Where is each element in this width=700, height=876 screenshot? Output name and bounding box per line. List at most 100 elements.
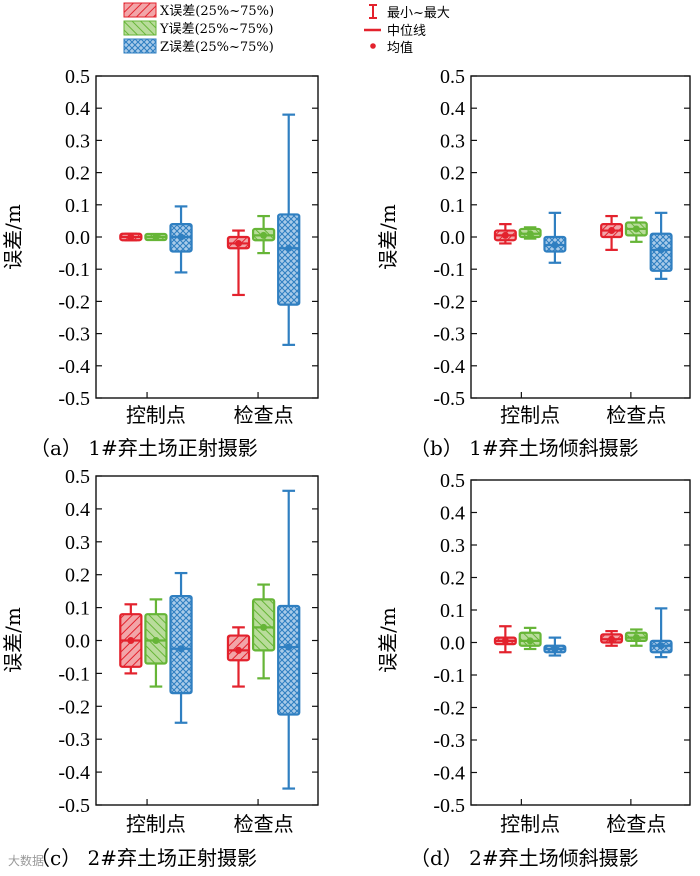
panel-caption: （d） 2#弃土场倾斜摄影 — [410, 846, 639, 870]
mean-point — [177, 645, 185, 653]
legend-y-swatch — [123, 20, 157, 36]
x-category-label: 检查点 — [234, 812, 294, 836]
box-y-check — [624, 216, 648, 243]
panel-c: -0.5 -0.4 -0.3 -0.2 -0.1 0.0 0.1 0.2 0.3 0.4 0.5 误差… — [1, 466, 319, 870]
y-tick-label: -0.2 — [433, 698, 465, 720]
y-tick-label: -0.2 — [58, 696, 90, 718]
y-tick-label: 0.3 — [65, 130, 90, 152]
y-tick-label: 0.4 — [65, 98, 90, 120]
y-tick-label: -0.4 — [433, 356, 465, 378]
x-category-label: 控制点 — [500, 403, 560, 427]
box-y-control — [144, 598, 168, 688]
mean-point — [285, 643, 293, 651]
box-z-check — [649, 607, 673, 659]
panel-b: -0.5 -0.4 -0.3 -0.2 -0.1 0.0 0.1 0.2 0.3 0.4 0.5 误差… — [376, 66, 691, 460]
y-tick-label: 0.5 — [440, 470, 465, 492]
mean-point — [152, 637, 160, 644]
y-tick-label: -0.3 — [58, 729, 90, 751]
box-x-check — [226, 626, 251, 688]
y-tick-label: 0.0 — [65, 227, 90, 249]
panel-caption: （b） 1#弃土场倾斜摄影 — [410, 436, 639, 460]
legend: X误差(25%~75%) Y误差(25%~75%) Z误差(25%~75%) 最… — [123, 2, 450, 56]
mean-point — [608, 635, 616, 643]
mean-point — [235, 239, 243, 247]
panel-d: -0.5 -0.4 -0.3 -0.2 -0.1 0.0 0.1 0.2 0.3 0.4 0.5 误差… — [376, 470, 691, 870]
y-tick-label: -0.4 — [58, 762, 90, 784]
y-tick-label: 0.3 — [440, 130, 465, 152]
mean-point — [501, 231, 509, 239]
mean-point — [260, 231, 268, 239]
box-z-control — [169, 571, 193, 724]
legend-y-label: Y误差(25%~75%) — [159, 22, 273, 37]
y-tick-label: 0.3 — [65, 532, 90, 554]
y-tick-label: -0.5 — [433, 795, 465, 817]
box-y-check — [624, 628, 648, 647]
box-x-control — [119, 232, 143, 242]
mean-point — [608, 227, 616, 235]
mean-point — [260, 623, 268, 631]
mean-point — [657, 642, 665, 650]
legend-z-swatch — [123, 38, 157, 54]
y-tick-label: -0.3 — [433, 324, 465, 346]
y-tick-label: -0.2 — [433, 291, 465, 313]
box-y-control — [144, 232, 168, 242]
mean-point — [551, 645, 559, 653]
y-tick-label: -0.4 — [433, 763, 465, 785]
legend-median-label: 中位线 — [387, 24, 426, 39]
y-axis-label: 误差/m — [1, 607, 25, 673]
box-z-control — [543, 211, 567, 264]
legend-z-label: Z误差(25%~75%) — [160, 40, 274, 55]
y-tick-label: -0.5 — [58, 795, 90, 817]
y-tick-label: -0.5 — [433, 388, 465, 410]
panel-caption: （a） 1#弃土场正射摄影 — [30, 436, 258, 460]
y-tick-label: 0.0 — [440, 227, 465, 249]
mean-point — [657, 246, 665, 254]
legend-x-swatch — [123, 2, 157, 18]
y-tick-label: -0.1 — [433, 259, 465, 281]
box-y-control — [518, 226, 542, 240]
y-tick-label: 0.1 — [65, 598, 90, 620]
y-tick-label: 0.4 — [440, 503, 465, 525]
box-z-check — [277, 489, 301, 790]
y-tick-label: 0.1 — [65, 195, 90, 217]
y-axis-label: 误差/m — [1, 204, 25, 270]
mean-point — [551, 241, 559, 249]
box-x-check — [226, 229, 251, 297]
watermark: 大数据 — [8, 854, 45, 868]
y-tick-label: 0.3 — [440, 535, 465, 557]
box-z-control — [543, 636, 567, 657]
mean-point — [177, 233, 185, 241]
y-tick-label: 0.2 — [440, 568, 465, 590]
box-x-control — [493, 223, 517, 245]
x-category-label: 控制点 — [500, 812, 560, 836]
y-tick-label: 0.4 — [65, 499, 90, 521]
y-tick-label: -0.3 — [58, 324, 90, 346]
y-tick-label: 0.0 — [440, 633, 465, 655]
y-tick-label: 0.5 — [440, 66, 465, 88]
legend-x-label: X误差(25%~75%) — [160, 4, 274, 19]
box-x-control — [119, 603, 143, 675]
y-tick-label: 0.4 — [440, 98, 465, 120]
y-tick-label: 0.1 — [440, 195, 465, 217]
y-tick-label: -0.1 — [58, 663, 90, 685]
box-y-check — [251, 214, 276, 255]
y-tick-label: 0.0 — [65, 631, 90, 653]
y-tick-label: -0.2 — [58, 291, 90, 313]
legend-minmax-icon — [369, 4, 377, 19]
y-tick-label: 0.2 — [440, 163, 465, 185]
legend-mean-icon — [370, 43, 376, 49]
mean-point — [632, 225, 640, 233]
y-tick-label: -0.1 — [58, 259, 90, 281]
y-tick-label: -0.3 — [433, 730, 465, 752]
box-x-control — [493, 625, 517, 654]
y-tick-label: 0.2 — [65, 565, 90, 587]
x-category-label: 检查点 — [234, 403, 294, 427]
y-axis-label: 误差/m — [376, 204, 400, 270]
mean-point — [127, 233, 135, 241]
x-category-label: 控制点 — [126, 403, 186, 427]
box-y-control — [518, 626, 542, 651]
box-z-control — [169, 205, 193, 274]
mean-point — [632, 634, 640, 642]
y-tick-label: 0.5 — [65, 66, 90, 88]
